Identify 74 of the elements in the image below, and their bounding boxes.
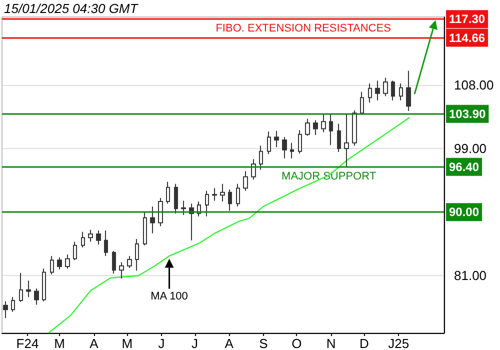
y-tick-label: 108.00 bbox=[454, 77, 494, 92]
candlestick bbox=[174, 183, 178, 214]
candlestick bbox=[88, 229, 93, 242]
candlestick bbox=[73, 241, 77, 261]
annotation: MA 100 bbox=[150, 290, 188, 302]
candlestick bbox=[399, 82, 403, 101]
candlestick bbox=[166, 181, 170, 204]
candlestick bbox=[150, 206, 155, 234]
candlestick bbox=[158, 197, 163, 227]
candlestick bbox=[212, 188, 217, 202]
x-tick-label: O bbox=[292, 336, 302, 350]
candlestick bbox=[205, 190, 209, 217]
ref-line-label: 103.90 bbox=[449, 106, 486, 121]
candlestick bbox=[127, 255, 132, 268]
candlestick bbox=[298, 130, 302, 154]
candlestick bbox=[119, 262, 124, 280]
candlestick bbox=[50, 255, 54, 275]
ref-line-label: 117.30 bbox=[449, 12, 486, 26]
y-tick-label: 81.00 bbox=[454, 268, 487, 284]
x-tick-label: S bbox=[259, 336, 268, 350]
candlestick bbox=[321, 113, 326, 133]
text: 15/01/2025 04:30 GMT bbox=[4, 1, 139, 16]
annotation: MAJOR SUPPORT bbox=[282, 170, 376, 182]
candlestick bbox=[329, 113, 333, 146]
x-tick-label: J bbox=[192, 336, 198, 350]
line-series bbox=[48, 116, 410, 334]
candlestick bbox=[313, 120, 318, 136]
x-tick-label: A bbox=[90, 336, 99, 350]
candlestick bbox=[274, 130, 279, 148]
candlestick bbox=[368, 82, 372, 104]
ref-line-label: 96.40 bbox=[449, 160, 480, 174]
x-tick-label: F24 bbox=[16, 336, 39, 350]
y-tick-label: 99.00 bbox=[454, 140, 487, 156]
candlestick bbox=[267, 131, 271, 155]
candlestick bbox=[228, 188, 232, 212]
candlestick bbox=[81, 231, 85, 248]
candlestick bbox=[352, 110, 357, 146]
candlestick bbox=[11, 296, 15, 312]
ref-line-label: 90.00 bbox=[449, 205, 480, 220]
candlestick bbox=[406, 70, 411, 112]
candlestick bbox=[282, 136, 287, 159]
candlestick bbox=[383, 77, 388, 97]
candlestick bbox=[305, 118, 310, 136]
candlestick bbox=[181, 200, 186, 216]
candlestick bbox=[96, 230, 101, 246]
candlestick bbox=[104, 230, 108, 256]
candlestick bbox=[42, 268, 46, 302]
candlestick bbox=[135, 238, 139, 272]
candlestick bbox=[34, 288, 39, 306]
candlestick bbox=[26, 280, 31, 298]
x-tick-label: A bbox=[224, 336, 234, 350]
candlestick bbox=[344, 113, 349, 168]
candlestick bbox=[337, 123, 341, 153]
x-tick-label: D bbox=[360, 336, 369, 350]
candlestick bbox=[143, 212, 147, 246]
ref-line-label: 114.66 bbox=[449, 30, 486, 45]
candlestick bbox=[65, 254, 70, 270]
candlestick bbox=[375, 80, 380, 101]
x-tick-label: M bbox=[122, 336, 133, 350]
candlestick bbox=[19, 272, 23, 302]
annotation: FIBO. EXTENSION RESISTANCES bbox=[216, 22, 391, 35]
candlestick bbox=[243, 170, 248, 192]
candlestick bbox=[391, 80, 395, 101]
x-tick-label: N bbox=[326, 336, 336, 350]
candlestick bbox=[3, 300, 8, 319]
candlestick bbox=[259, 145, 263, 170]
candlestick bbox=[290, 142, 294, 159]
x-tick-label: J bbox=[158, 336, 165, 350]
candlestick bbox=[236, 183, 240, 207]
x-tick-label: M bbox=[54, 336, 66, 350]
candlestick bbox=[112, 250, 116, 274]
candlestick bbox=[220, 183, 225, 202]
x-tick-label: J25 bbox=[388, 336, 410, 350]
candlestick bbox=[57, 256, 62, 270]
